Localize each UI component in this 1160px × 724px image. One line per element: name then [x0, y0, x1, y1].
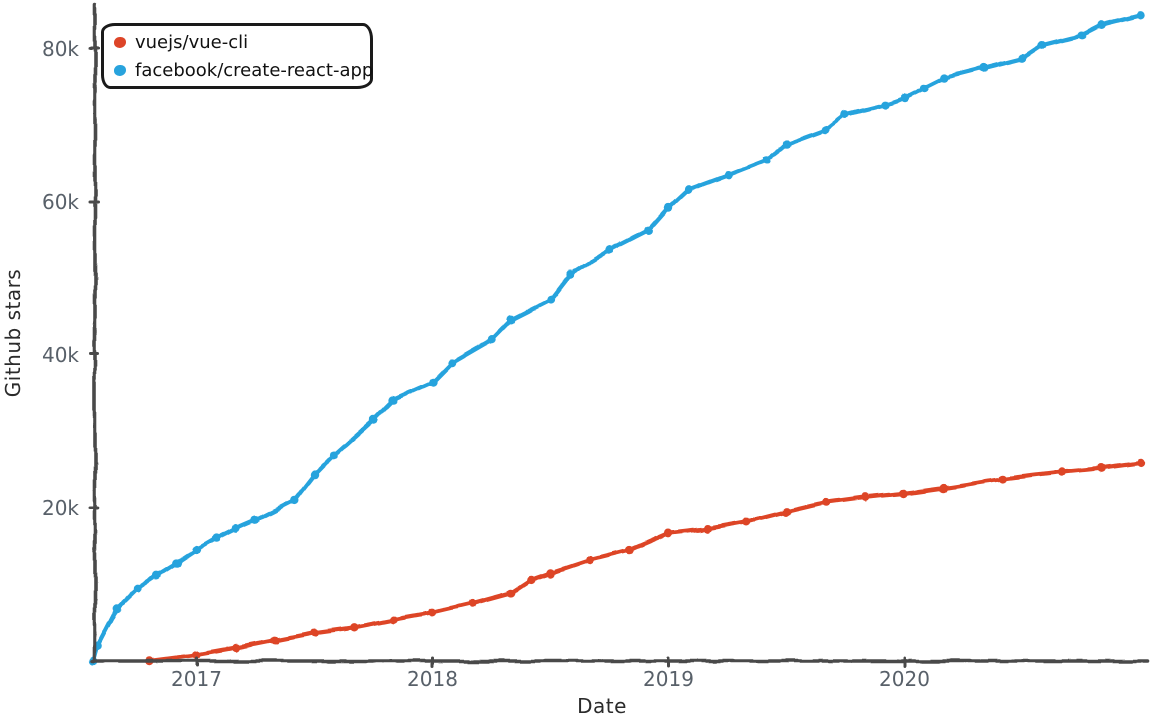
- data-point: [290, 496, 299, 505]
- data-point: [231, 643, 240, 653]
- data-point: [388, 395, 398, 405]
- y-tick-label: 20k: [42, 496, 79, 520]
- data-point: [664, 203, 673, 213]
- data-point: [369, 415, 378, 425]
- data-point: [939, 73, 948, 83]
- data-point: [624, 545, 634, 555]
- data-point: [270, 636, 280, 645]
- tick-labels: 20k 40k 60k 80k 2017 2018 2019 2020: [42, 37, 930, 691]
- data-point: [546, 568, 555, 578]
- series-facebook-create-react-app: [89, 11, 1145, 666]
- data-point: [152, 571, 162, 580]
- data-point: [1077, 31, 1086, 40]
- data-point: [742, 517, 752, 526]
- data-point: [251, 516, 260, 525]
- data-point: [585, 555, 594, 565]
- data-point: [172, 558, 181, 568]
- data-point: [1057, 467, 1067, 477]
- data-point: [860, 493, 870, 502]
- legend-label: vuejs/vue-cli: [135, 31, 249, 53]
- data-point: [1037, 41, 1047, 50]
- series-marker-icon: [114, 36, 126, 48]
- data-point: [192, 545, 201, 555]
- data-point: [978, 63, 988, 73]
- data-point: [349, 623, 358, 632]
- data-point: [428, 378, 437, 387]
- data-point: [782, 507, 791, 516]
- data-point: [388, 615, 398, 624]
- data-point: [1018, 54, 1027, 63]
- legend: vuejs/vue-cli facebook/create-react-app: [101, 23, 373, 89]
- data-point: [211, 534, 221, 543]
- data-point: [939, 483, 948, 493]
- data-point: [900, 93, 909, 103]
- data-point: [467, 599, 476, 608]
- series-line: [91, 13, 1143, 664]
- data-point: [900, 489, 909, 498]
- data-point: [782, 140, 791, 149]
- y-tick-label: 60k: [42, 190, 79, 214]
- data-point: [329, 451, 339, 460]
- data-point: [1136, 11, 1145, 20]
- data-point: [1096, 21, 1106, 30]
- legend-item-create-react-app: facebook/create-react-app: [114, 58, 373, 82]
- data-point: [231, 524, 240, 533]
- series-layer: [89, 11, 1145, 666]
- y-axis-title: Github stars: [1, 269, 25, 397]
- x-tick-label: 2019: [643, 667, 694, 691]
- data-point: [526, 575, 535, 585]
- data-point: [565, 270, 575, 279]
- data-point: [133, 584, 142, 593]
- axes: [88, 2, 1149, 668]
- data-point: [821, 498, 830, 507]
- data-point: [664, 529, 673, 538]
- data-point: [880, 100, 889, 110]
- series-marker-icon: [114, 64, 126, 76]
- data-point: [919, 83, 929, 93]
- data-point: [998, 474, 1007, 484]
- data-point: [683, 185, 693, 194]
- data-point: [447, 358, 457, 367]
- data-point: [1136, 458, 1145, 468]
- data-point: [310, 470, 319, 480]
- data-point: [506, 588, 516, 598]
- tick-marks: [88, 47, 906, 668]
- y-tick-label: 80k: [42, 37, 79, 61]
- y-tick-label: 40k: [42, 343, 79, 367]
- data-point: [113, 603, 123, 612]
- data-point: [506, 315, 516, 324]
- data-point: [762, 155, 771, 165]
- data-point: [546, 295, 555, 305]
- data-point: [310, 628, 319, 637]
- series-vuejs-vue-cli: [145, 458, 1145, 666]
- legend-label: facebook/create-react-app: [135, 59, 374, 81]
- data-point: [487, 335, 496, 344]
- data-point: [428, 608, 437, 617]
- data-point: [605, 246, 614, 255]
- legend-item-vue-cli: vuejs/vue-cli: [114, 30, 360, 54]
- data-point: [703, 524, 712, 533]
- x-tick-label: 2020: [879, 667, 930, 691]
- series-line: [147, 460, 1143, 664]
- x-tick-label: 2017: [171, 667, 222, 691]
- data-point: [723, 171, 732, 180]
- data-point: [1096, 464, 1106, 473]
- data-point: [192, 650, 201, 660]
- data-point: [644, 226, 653, 235]
- data-point: [821, 125, 830, 135]
- x-tick-label: 2018: [407, 667, 458, 691]
- x-axis-title: Date: [577, 694, 627, 718]
- data-point: [841, 110, 850, 120]
